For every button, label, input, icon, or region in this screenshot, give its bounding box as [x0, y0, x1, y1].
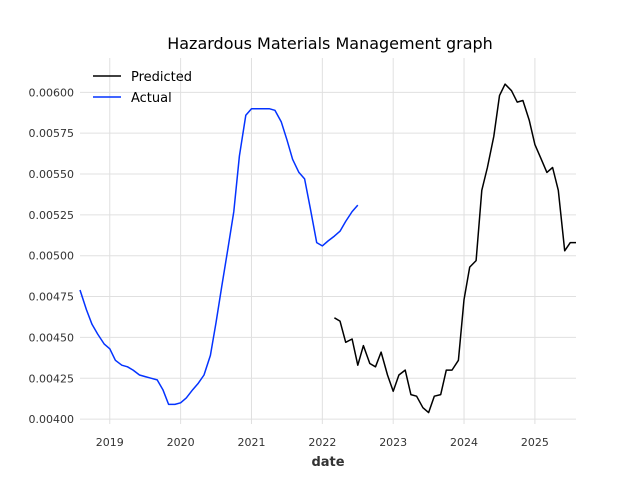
y-tick-label: 0.00450 [29, 331, 75, 344]
y-tick-label: 0.00400 [29, 413, 75, 426]
x-tick-label: 2024 [450, 436, 478, 449]
y-tick-label: 0.00475 [29, 291, 75, 304]
x-tick-label: 2020 [167, 436, 195, 449]
ticks: 0.00400 0.00425 0.00450 0.00475 0.00500 0.005… [29, 86, 549, 449]
x-tick-label: 2022 [308, 436, 336, 449]
grid [80, 58, 576, 424]
y-tick-label: 0.00575 [29, 127, 75, 140]
series-line-actual [79, 107, 359, 406]
legend-label-predicted: Predicted [131, 70, 192, 85]
y-tick-label: 0.00500 [29, 250, 75, 263]
y-tick-label: 0.00425 [29, 372, 75, 385]
x-tick-label: 2021 [237, 436, 265, 449]
x-axis-label: date [311, 455, 344, 470]
x-tick-label: 2023 [379, 436, 407, 449]
y-tick-label: 0.00550 [29, 168, 75, 181]
x-tick-label: 2025 [521, 436, 549, 449]
y-tick-label: 0.00600 [29, 86, 75, 99]
legend-label-actual: Actual [131, 91, 172, 106]
series-line-predicted [334, 83, 576, 414]
series-lines [79, 83, 576, 414]
chart-title: Hazardous Materials Management graph [167, 34, 493, 53]
legend: Predicted Actual [93, 70, 192, 106]
x-tick-label: 2019 [96, 436, 124, 449]
y-tick-label: 0.00525 [29, 209, 75, 222]
